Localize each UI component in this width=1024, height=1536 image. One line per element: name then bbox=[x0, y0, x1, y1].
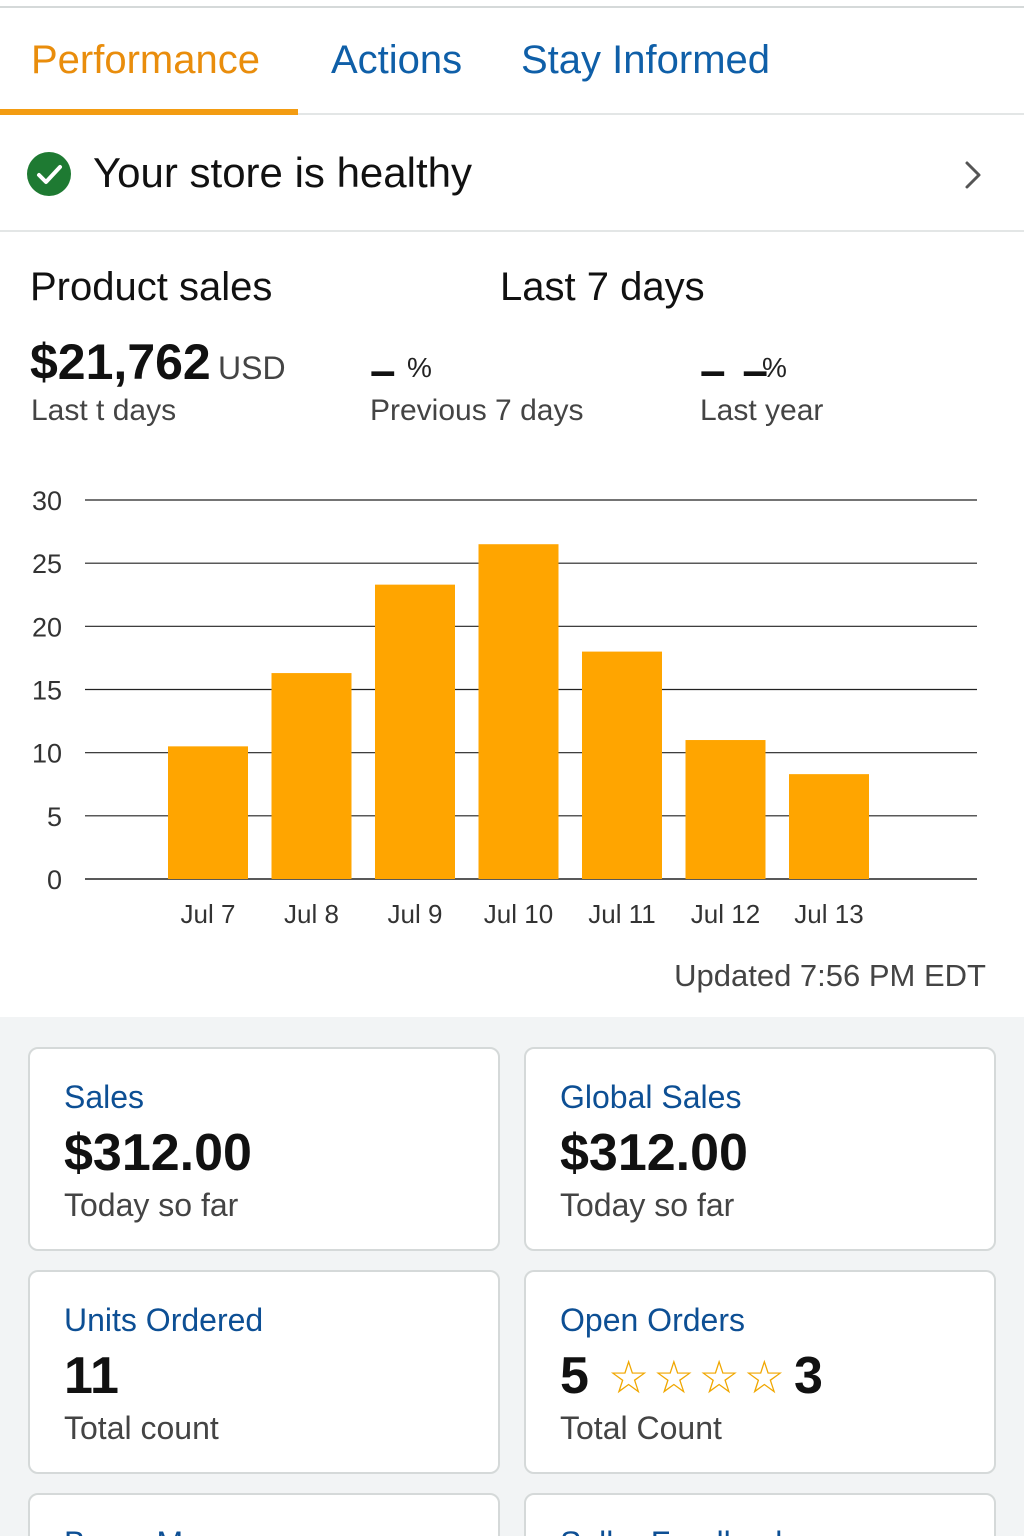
period-selector[interactable]: Last 7 days bbox=[500, 265, 705, 309]
last-year-change: – – bbox=[700, 344, 770, 396]
y-tick-label: 15 bbox=[32, 676, 62, 706]
seller-feedback-card[interactable]: Seller Feedback bbox=[524, 1493, 996, 1536]
bar bbox=[271, 673, 352, 879]
bar bbox=[168, 746, 248, 879]
units-ordered-card-sub: Total count bbox=[64, 1410, 219, 1446]
x-tick-label: Jul 13 bbox=[794, 899, 863, 929]
star-outline-icon: ☆ bbox=[743, 1351, 785, 1403]
last-year-unit: % bbox=[762, 352, 787, 383]
last-year-label: Last year bbox=[700, 394, 824, 427]
sales-bar-chart-svg: 0 5 10 15 20 25 30 Jul 7 Jul 8 Jul 9 Jul 10 Jul 11 J… bbox=[32, 486, 977, 929]
sales-card[interactable]: Sales $312.00 Today so far bbox=[28, 1047, 500, 1251]
sales-card-title: Sales bbox=[64, 1079, 145, 1115]
y-tick-label: 0 bbox=[47, 865, 62, 895]
previous-period-label: Previous 7 days bbox=[370, 394, 584, 427]
store-health-text: Your store is healthy bbox=[93, 149, 473, 196]
open-orders-card-title: Open Orders bbox=[560, 1302, 745, 1338]
y-tick-label: 20 bbox=[32, 612, 62, 642]
x-tick-label: Jul 10 bbox=[484, 899, 553, 929]
tab-stay-informed[interactable]: Stay Informed bbox=[521, 38, 771, 82]
sales-bar-chart: 0 5 10 15 20 25 30 Jul 7 Jul 8 Jul 9 Jul 10 Jul 11 J… bbox=[0, 470, 1024, 950]
open-orders-card-value: 5 bbox=[560, 1347, 589, 1405]
sales-period-label: Last t days bbox=[31, 394, 177, 427]
x-tick-label: Jul 7 bbox=[181, 899, 236, 929]
buyer-messages-card[interactable]: Buyer Messages bbox=[28, 1493, 500, 1536]
bar bbox=[582, 651, 662, 879]
previous-period-change: – bbox=[370, 344, 398, 396]
product-sales-title: Product sales bbox=[30, 265, 273, 309]
chevron-right-icon[interactable] bbox=[958, 155, 988, 195]
tab-bar: Performance Actions Stay Informed bbox=[0, 8, 1024, 115]
x-tick-label: Jul 9 bbox=[388, 899, 443, 929]
previous-period-unit: % bbox=[407, 352, 432, 383]
units-ordered-card-title: Units Ordered bbox=[64, 1302, 264, 1338]
y-tick-label: 5 bbox=[47, 802, 62, 832]
star-outline-icon: ☆ bbox=[653, 1351, 695, 1403]
bar bbox=[375, 584, 455, 879]
check-circle-icon bbox=[27, 152, 71, 196]
star-outline-icon: ☆ bbox=[608, 1351, 650, 1403]
cards-section: Sales $312.00 Today so far Global Sales … bbox=[0, 1017, 1024, 1536]
units-ordered-card[interactable]: Units Ordered 11 Total count bbox=[28, 1270, 500, 1474]
open-orders-star-count: 3 bbox=[794, 1347, 823, 1405]
global-sales-card[interactable]: Global Sales $312.00 Today so far bbox=[524, 1047, 996, 1251]
buyer-messages-card-title: Buyer Messages bbox=[64, 1525, 302, 1536]
open-orders-card-sub: Total Count bbox=[560, 1410, 722, 1446]
sales-card-sub: Today so far bbox=[64, 1187, 239, 1223]
x-tick-label: Jul 11 bbox=[588, 899, 655, 929]
bar bbox=[685, 740, 766, 879]
global-sales-card-value: $312.00 bbox=[560, 1124, 748, 1182]
global-sales-card-title: Global Sales bbox=[560, 1079, 742, 1115]
sales-currency: USD bbox=[218, 350, 286, 386]
tab-performance[interactable]: Performance bbox=[31, 38, 260, 82]
bar bbox=[478, 544, 559, 879]
y-tick-label: 25 bbox=[32, 549, 62, 579]
updated-timestamp: Updated 7:56 PM EDT bbox=[674, 958, 986, 993]
y-tick-label: 10 bbox=[32, 739, 62, 769]
product-sales-amount: $21,762 bbox=[30, 334, 211, 390]
seller-feedback-card-title: Seller Feedback bbox=[560, 1525, 791, 1536]
x-tick-label: Jul 8 bbox=[284, 899, 339, 929]
store-health-row[interactable]: Your store is healthy bbox=[0, 115, 1024, 232]
active-tab-indicator bbox=[0, 109, 298, 115]
rating-stars: ☆☆☆☆ bbox=[608, 1352, 789, 1402]
units-ordered-card-value: 11 bbox=[64, 1347, 119, 1405]
star-outline-icon: ☆ bbox=[698, 1351, 740, 1403]
x-tick-label: Jul 12 bbox=[691, 899, 760, 929]
y-tick-label: 30 bbox=[32, 486, 62, 516]
global-sales-card-sub: Today so far bbox=[560, 1187, 735, 1223]
open-orders-card[interactable]: Open Orders 5 ☆☆☆☆ 3 Total Count bbox=[524, 1270, 996, 1474]
sales-card-value: $312.00 bbox=[64, 1124, 252, 1182]
tab-actions[interactable]: Actions bbox=[331, 38, 463, 82]
bar bbox=[789, 774, 869, 879]
top-divider bbox=[0, 0, 1024, 8]
